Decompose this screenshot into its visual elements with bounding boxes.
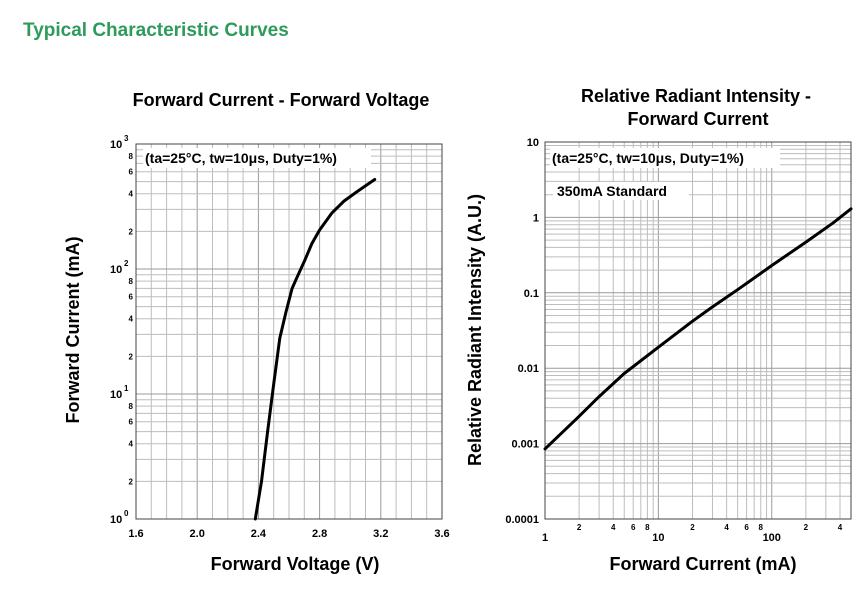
left-y-minor-label: 6: [129, 168, 134, 177]
right-annotation2-bg: [553, 182, 689, 200]
left-plot-frame: [135, 143, 443, 520]
right-y-tick-label: 0.001: [511, 439, 539, 451]
right-annotation-standard: 350mA Standard: [557, 183, 667, 199]
left-y-axis-label: Forward Current (mA): [63, 236, 83, 423]
left-x-tick-label: 3.6: [434, 528, 449, 540]
left-y-minor-label: 2: [129, 227, 134, 236]
right-series-line: [543, 207, 853, 451]
left-y-minor-label: 8: [129, 152, 134, 161]
left-y-minor-label: 2: [129, 477, 134, 486]
left-y-tick-exponent: 2: [124, 259, 129, 268]
left-y-minor-label: 8: [129, 277, 134, 286]
right-annotation: (ta=25°C, tw=10μs, Duty=1%): [552, 150, 744, 166]
left-x-tick-label: 3.2: [373, 528, 388, 540]
page-title: Typical Characteristic Curves: [23, 20, 289, 41]
left-x-tick-label: 1.6: [128, 528, 143, 540]
left-y-minor-label: 4: [129, 190, 134, 199]
left-x-tick-label: 2.8: [312, 528, 327, 540]
right-x-minor-label: 4: [724, 523, 729, 532]
left-y-tick-exponent: 3: [124, 134, 129, 143]
left-y-tick-exponent: 0: [124, 509, 129, 518]
forward-current-voltage-chart: Forward Current - Forward Voltage 1.6 2.0…: [63, 90, 450, 574]
left-y-minor-label: 6: [129, 293, 134, 302]
right-x-axis-label: Forward Current (mA): [609, 554, 796, 574]
right-chart-title-line-1: Relative Radiant Intensity -: [581, 86, 811, 106]
right-plot-frame: [544, 141, 852, 520]
right-y-tick-label: 1: [533, 212, 539, 224]
right-x-minor-label: 2: [577, 523, 582, 532]
right-x-tick-label: 10: [652, 532, 664, 544]
left-y-tick-label: 10: [110, 264, 122, 276]
right-annotation-bg: [550, 148, 780, 168]
right-x-minor-label: 6: [744, 523, 749, 532]
left-y-minor-label: 4: [129, 315, 134, 324]
relative-intensity-current-chart: Relative Radiant Intensity - Forward Cur…: [465, 86, 853, 574]
right-x-minor-label: 4: [838, 523, 843, 532]
left-y-minor-label: 6: [129, 418, 134, 427]
right-y-axis-label: Relative Radiant Intensity (A.U.): [465, 194, 485, 466]
right-x-minor-label: 8: [645, 523, 650, 532]
right-chart-title-line-2: Forward Current: [627, 109, 768, 129]
left-x-tick-label: 2.4: [251, 528, 267, 540]
right-y-tick-label: 0.0001: [505, 514, 539, 526]
right-x-minor-label: 4: [611, 523, 616, 532]
left-y-minor-label: 8: [129, 402, 134, 411]
left-y-minor-label: 2: [129, 352, 134, 361]
right-x-minor-label: 8: [759, 523, 764, 532]
right-x-tick-label: 1: [542, 532, 548, 544]
left-x-axis-label: Forward Voltage (V): [211, 554, 380, 574]
left-y-tick-label: 10: [110, 139, 122, 151]
left-chart-title: Forward Current - Forward Voltage: [133, 90, 430, 110]
left-annotation-bg: [143, 148, 371, 168]
left-y-tick-label: 10: [110, 389, 122, 401]
left-y-minor-label: 4: [129, 440, 134, 449]
right-x-minor-label: 2: [804, 523, 809, 532]
right-y-tick-label: 0.01: [518, 363, 539, 375]
right-y-tick-label: 10: [527, 137, 539, 149]
right-x-minor-label: 6: [631, 523, 636, 532]
left-x-tick-label: 2.0: [190, 528, 205, 540]
left-y-tick-label: 10: [110, 514, 122, 526]
right-x-tick-label: 100: [763, 532, 781, 544]
left-y-tick-exponent: 1: [124, 384, 129, 393]
right-y-tick-label: 0.1: [524, 288, 539, 300]
right-x-minor-label: 2: [690, 523, 695, 532]
left-series-line: [253, 178, 377, 521]
left-annotation: (ta=25°C, tw=10μs, Duty=1%): [145, 150, 337, 166]
